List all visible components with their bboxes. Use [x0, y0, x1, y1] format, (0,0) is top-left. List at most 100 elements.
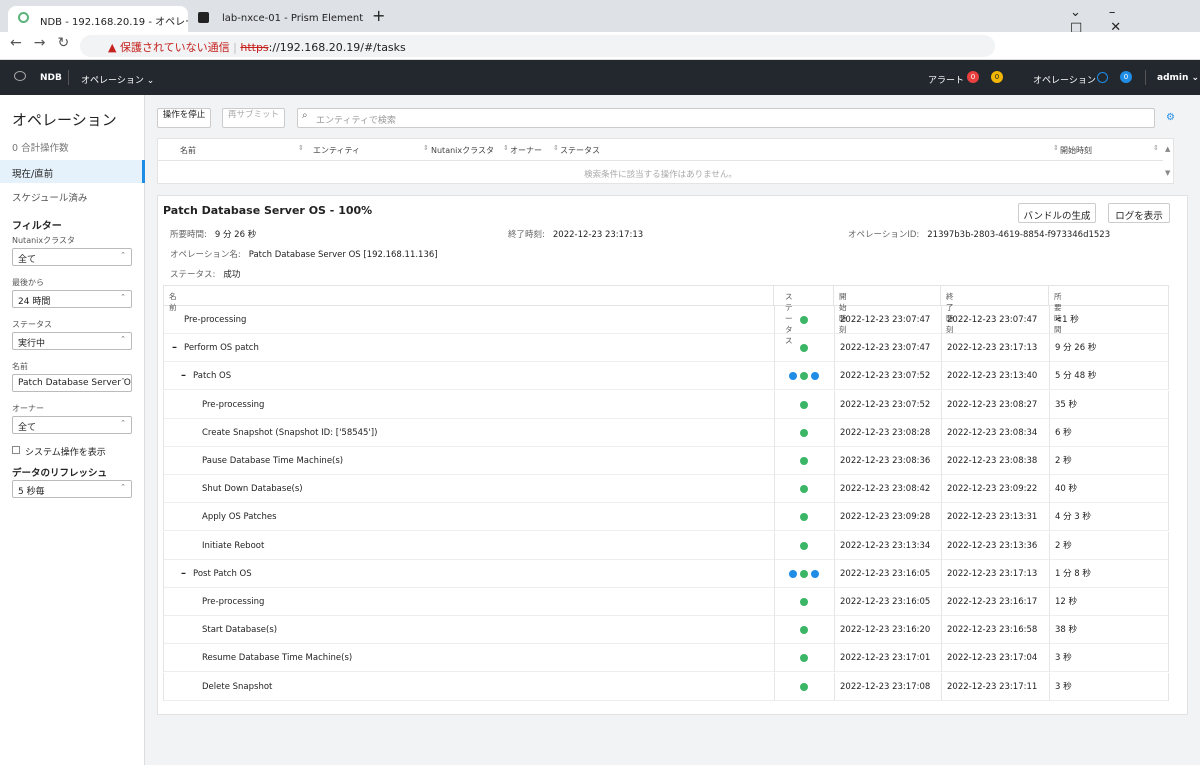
step-row: Initiate Reboot 2022-12-23 23:13:34 2022-1…	[163, 531, 1169, 560]
alert-badge[interactable]: 0	[991, 71, 1003, 83]
column-header[interactable]: ステータス	[785, 292, 793, 345]
menu-label: オペレーション	[81, 76, 144, 86]
search-box[interactable]: エンティティで検索	[297, 108, 1155, 128]
info-icon[interactable]	[789, 569, 797, 578]
col-line	[834, 644, 835, 673]
column-header[interactable]: 開始時刻	[1060, 146, 1092, 155]
steps-header	[163, 285, 1169, 306]
status-icon	[800, 485, 808, 494]
col-line	[834, 418, 835, 447]
view-icon[interactable]	[811, 372, 819, 381]
field-label: オペレーションID:	[848, 230, 920, 240]
column-header[interactable]: 終了時刻	[946, 292, 954, 334]
collapse-toggle[interactable]: –	[181, 370, 186, 382]
step-row: Start Database(s) 2022-12-23 23:16:20 2022…	[163, 616, 1169, 645]
stop-button[interactable]: 操作を停止	[157, 108, 211, 128]
start-time: 2022-12-23 23:17:01	[840, 653, 931, 664]
tab[interactable]: lab-nxce-01 - Prism Element	[222, 13, 364, 24]
view-icon[interactable]	[811, 569, 819, 578]
column-header[interactable]: Nutanixクラスタ	[431, 146, 494, 155]
col-line	[1049, 475, 1050, 504]
status-icon	[800, 316, 808, 324]
omnibox[interactable]: ▲ 保護されていない通信 | https://192.168.20.19/#/t…	[80, 35, 995, 57]
col-line	[941, 531, 942, 560]
refresh-select[interactable]: 5 秒毎	[12, 480, 132, 498]
column-header[interactable]: オーナー	[510, 146, 542, 155]
collapse-toggle[interactable]: –	[172, 342, 177, 354]
operations-badge[interactable]: 0	[1120, 71, 1132, 83]
sort-icon: ⇕	[553, 144, 559, 152]
col-line	[941, 672, 942, 701]
step-name: Perform OS patch	[184, 343, 259, 354]
resubmit-button[interactable]: 再サブミット	[222, 108, 285, 128]
operations-label[interactable]: オペレーション	[1033, 76, 1096, 86]
nav-item[interactable]: スケジュール済み	[12, 193, 88, 204]
column-header[interactable]: 所要時間	[1054, 292, 1062, 334]
scrollbar[interactable]: ▲ ▼	[1165, 145, 1171, 177]
col-line	[940, 285, 941, 306]
operations-table: 検索条件に該当する操作はありません。 ▲ ▼ 名前 ⇕ エンティティ ⇕ Nutanixク…	[157, 138, 1174, 184]
column-header[interactable]: 開始時刻	[839, 292, 847, 334]
column-header[interactable]: 名前	[180, 146, 196, 155]
filter-select[interactable]: 全て	[12, 416, 132, 434]
step-name: Delete Snapshot	[202, 681, 273, 692]
col-line	[1048, 285, 1049, 306]
bundle-button[interactable]: バンドルの生成	[1018, 203, 1096, 223]
step-row: Pre-processing 2022-12-23 23:07:52 2022-12…	[163, 390, 1169, 419]
detail-title: Patch Database Server OS - 100%	[163, 204, 373, 217]
col-line	[1049, 334, 1050, 363]
brand[interactable]: NDB	[40, 73, 62, 83]
filter-select[interactable]: Patch Database Server OS	[12, 374, 132, 392]
step-name: Shut Down Database(s)	[202, 484, 303, 495]
collapse-toggle[interactable]: –	[181, 567, 186, 579]
url-scheme: https	[240, 41, 269, 54]
start-time: 2022-12-23 23:07:47	[840, 343, 931, 354]
step-row: Resume Database Time Machine(s) 2022-12-2…	[163, 644, 1169, 673]
step-row: Pre-processing 2022-12-23 23:16:05 2022-12…	[163, 588, 1169, 616]
duration: 12 秒	[1055, 597, 1078, 607]
filter-label: ステータス	[12, 320, 52, 329]
sort-icon: ⇕	[298, 144, 304, 152]
step-row: Delete Snapshot 2022-12-23 23:17:08 2022-1…	[163, 672, 1169, 701]
nav-buttons[interactable]: ←→↻	[10, 35, 82, 51]
divider	[158, 160, 1163, 161]
col-line	[774, 334, 775, 363]
spinner	[1097, 72, 1108, 83]
start-time: 2022-12-23 23:16:05	[840, 568, 931, 579]
column-header[interactable]: ステータス	[560, 146, 600, 155]
alert-badge[interactable]: 0	[967, 71, 979, 83]
user-menu[interactable]: admin ⌄	[1157, 73, 1200, 83]
alerts-label[interactable]: アラート	[928, 76, 965, 86]
end-time: 2022-12-23 23:17:13	[947, 568, 1038, 579]
app-header: NDB オペレーション ⌄ アラート 0 0 オペレーション 0 admin ⌄	[0, 60, 1200, 95]
start-time: 2022-12-23 23:16:20	[840, 625, 931, 636]
settings-icon[interactable]: ⚙	[1166, 112, 1175, 123]
col-line	[1049, 672, 1050, 701]
log-button[interactable]: ログを表示	[1108, 203, 1170, 223]
col-line	[774, 306, 775, 334]
field-label: 所要時間:	[170, 230, 207, 240]
main-menu[interactable]: オペレーション ⌄	[81, 76, 155, 86]
filter-select[interactable]: 全て	[12, 248, 132, 266]
filter-select[interactable]: 実行中	[12, 332, 132, 350]
tab[interactable]: NDB - 192.168.20.19 - オペレーショ	[8, 6, 188, 32]
filter-select[interactable]: 24 時間	[12, 290, 132, 308]
nav-item[interactable]: 現在/直前	[12, 169, 54, 180]
duration: <1 秒	[1055, 315, 1079, 325]
filter-label: Nutanixクラスタ	[12, 236, 75, 245]
detail-field: オペレーションID: 21397b3b-2803-4619-8854-f97334…	[848, 228, 1110, 240]
info-icon[interactable]	[789, 372, 797, 381]
new-tab[interactable]: +	[372, 6, 386, 25]
checkbox[interactable]	[12, 446, 20, 454]
duration: 35 秒	[1055, 399, 1078, 410]
checkbox-label[interactable]: システム操作を表示	[25, 448, 106, 458]
col-line	[774, 503, 775, 532]
duration: 3 秒	[1055, 653, 1072, 664]
step-row: – Perform OS patch 2022-12-23 23:07:47 2022…	[163, 334, 1169, 363]
column-header[interactable]: エンティティ	[313, 146, 361, 155]
column-header[interactable]: 名前	[169, 292, 177, 312]
status-icon	[800, 598, 808, 606]
window-controls[interactable]: ⌄–□✕	[1070, 5, 1150, 35]
col-line	[941, 306, 942, 334]
start-time: 2022-12-23 23:09:28	[840, 512, 931, 523]
